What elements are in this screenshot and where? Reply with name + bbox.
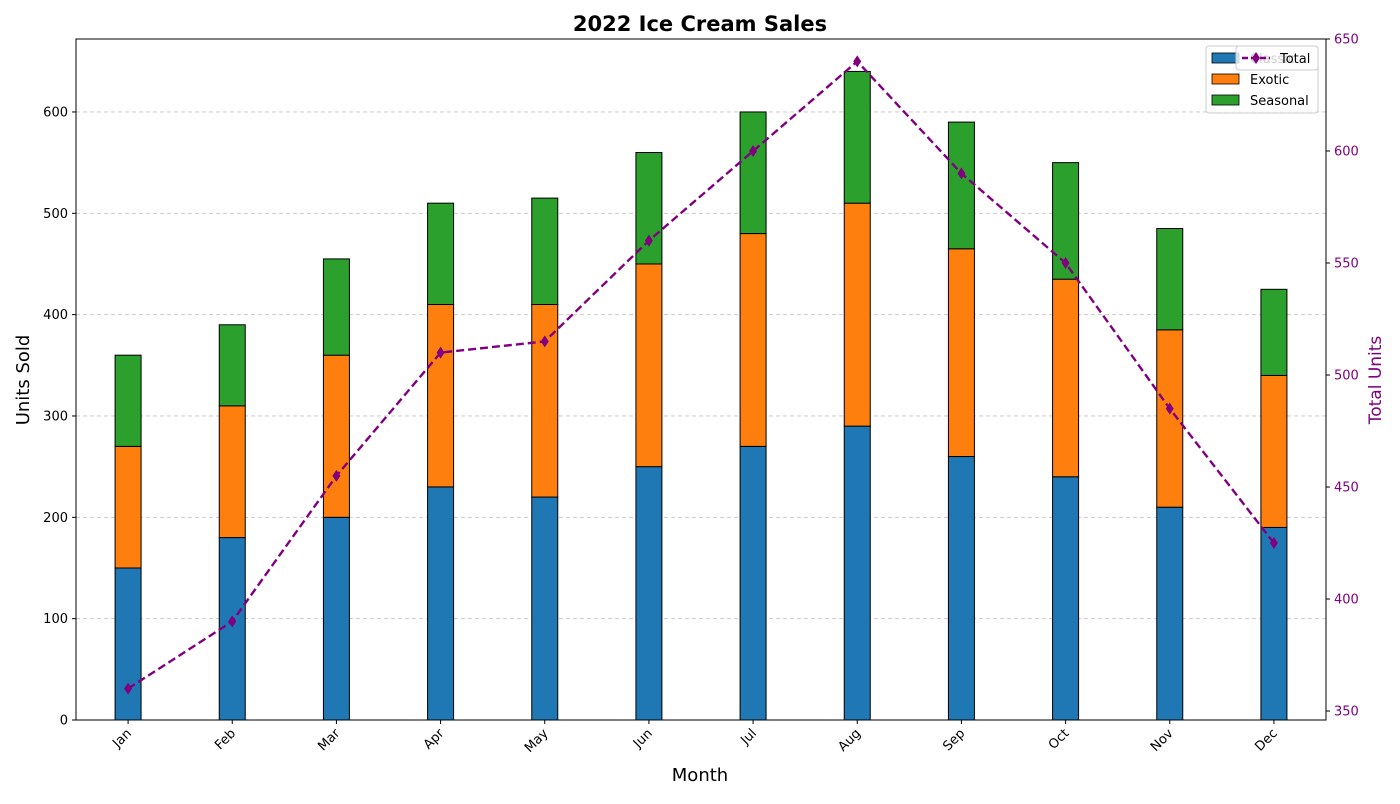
y-tick-label: 100	[43, 612, 68, 627]
x-axis-label: Month	[672, 765, 728, 786]
bar-classic-aug	[843, 425, 871, 721]
marker-total-jun	[644, 234, 653, 247]
bar-exotic-jan	[114, 445, 142, 569]
bar-classic-feb	[218, 537, 246, 721]
bar-exotic-feb	[218, 405, 246, 539]
x-tick-label: Apr	[421, 726, 448, 753]
legend-swatch-classic	[1211, 52, 1240, 64]
y2-tick-label: 500	[1334, 369, 1359, 384]
bar-classic-sep	[947, 456, 975, 721]
bar-classic-jul	[739, 445, 767, 721]
x-tick-label: Mar	[315, 726, 343, 754]
bar-seasonal-may	[531, 197, 559, 306]
marker-total-may	[540, 335, 549, 348]
marker-total-apr	[436, 346, 445, 359]
bar-seasonal-sep	[947, 121, 975, 250]
marker-total-dec	[1269, 537, 1278, 550]
marker-total-oct	[1061, 257, 1070, 270]
y-tick-label: 0	[60, 714, 68, 729]
legend-line: Total	[1235, 45, 1319, 71]
line-total	[127, 59, 1275, 690]
x-tick-label: Feb	[212, 726, 239, 753]
marker-total-sep	[957, 167, 966, 180]
legend-swatch-seasonal	[1211, 94, 1240, 106]
y-tick-label: 300	[43, 409, 68, 424]
legend-swatch-exotic	[1211, 73, 1240, 85]
bar-exotic-aug	[843, 202, 871, 427]
y-tick-label: 400	[43, 308, 68, 323]
legend-label-exotic: Exotic	[1250, 73, 1289, 88]
marker-total-jul	[749, 145, 758, 158]
bar-classic-nov	[1156, 506, 1184, 721]
bar-seasonal-jan	[114, 354, 142, 447]
marker-total-jan	[124, 682, 133, 695]
marker-total-mar	[332, 469, 341, 482]
y2-tick-label: 400	[1334, 593, 1359, 608]
legend-line-marker	[1252, 52, 1260, 64]
x-tick-label: Aug	[836, 726, 865, 755]
y2-tick-label: 350	[1334, 705, 1359, 720]
x-tick-label: Jan	[109, 726, 134, 751]
bar-exotic-mar	[322, 354, 350, 518]
marker-total-nov	[1165, 402, 1174, 415]
y2-tick-label: 550	[1334, 257, 1359, 272]
bar-exotic-oct	[1052, 278, 1080, 478]
legend-label-total: Total	[1279, 52, 1310, 67]
bar-classic-jun	[635, 466, 663, 721]
bar-classic-dec	[1260, 526, 1288, 721]
y-axis-label: Units Sold	[13, 335, 34, 426]
x-tick-label: Jun	[630, 726, 656, 752]
y2-tick-label: 650	[1334, 33, 1359, 48]
bar-seasonal-jun	[635, 152, 663, 265]
x-tick-label: Nov	[1148, 726, 1177, 755]
bar-seasonal-nov	[1156, 228, 1184, 331]
bar-exotic-apr	[427, 304, 455, 488]
y2-tick-label: 600	[1334, 145, 1359, 160]
bar-exotic-jun	[635, 263, 663, 468]
bar-seasonal-apr	[427, 202, 455, 306]
x-tick-label: Oct	[1046, 726, 1073, 753]
legend-line-box	[1235, 45, 1319, 71]
y2-tick-label: 450	[1334, 481, 1359, 496]
bar-classic-oct	[1052, 476, 1080, 721]
bar-classic-apr	[427, 486, 455, 721]
bar-exotic-dec	[1260, 374, 1288, 528]
y-tick-label: 500	[43, 207, 68, 222]
bar-seasonal-mar	[322, 258, 350, 356]
x-tick-label: Jul	[738, 726, 760, 748]
y-tick-label: 600	[43, 105, 68, 120]
plot-frame	[75, 38, 1327, 721]
bar-seasonal-dec	[1260, 288, 1288, 376]
bar-seasonal-feb	[218, 324, 246, 407]
x-tick-label: Sep	[940, 726, 968, 754]
marker-total-feb	[228, 615, 237, 628]
bar-classic-mar	[322, 516, 350, 721]
x-tick-label: May	[522, 726, 552, 756]
bar-seasonal-jul	[739, 111, 767, 235]
x-tick-label: Dec	[1252, 726, 1280, 754]
y-tick-label: 200	[43, 511, 68, 526]
bar-classic-may	[531, 496, 559, 721]
bar-exotic-jul	[739, 233, 767, 447]
legend-label-seasonal: Seasonal	[1250, 94, 1309, 109]
bar-exotic-sep	[947, 248, 975, 458]
y2-axis-label: Total Units	[1366, 336, 1386, 426]
chart-title: 2022 Ice Cream Sales	[573, 12, 827, 36]
bar-classic-jan	[114, 567, 142, 721]
bar-seasonal-aug	[843, 70, 871, 204]
marker-total-aug	[853, 55, 862, 68]
